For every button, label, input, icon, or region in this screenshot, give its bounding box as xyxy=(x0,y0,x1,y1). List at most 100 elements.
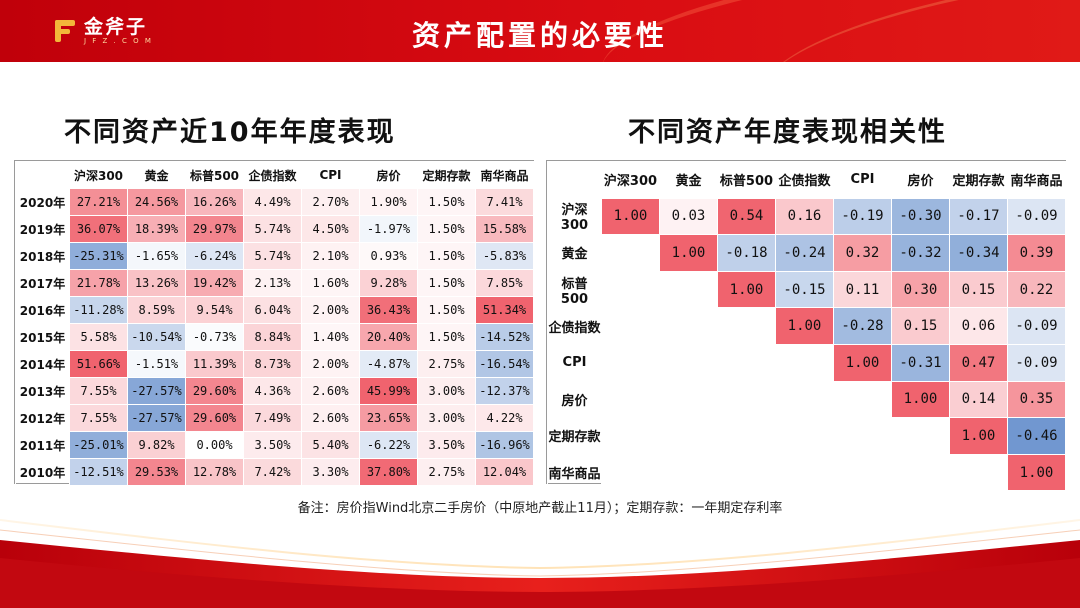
return-cell: 45.99% xyxy=(359,377,418,405)
column-header: 企债指数 xyxy=(775,161,834,199)
column-header: 房价 xyxy=(891,161,950,199)
correlation-cell xyxy=(775,343,834,382)
return-cell: 3.00% xyxy=(417,377,476,405)
correlation-cell: 0.15 xyxy=(949,270,1008,309)
row-label: 南华商品 xyxy=(547,453,602,492)
return-cell: -25.01% xyxy=(69,431,128,459)
column-header: 房价 xyxy=(359,161,418,189)
return-cell: 1.50% xyxy=(417,323,476,351)
return-cell: 1.50% xyxy=(417,296,476,324)
table-row: 2018年 -25.31% -1.65% -6.24% 5.74% 2.10% 0.93% 1… xyxy=(15,242,534,270)
table-row: 2020年 27.21% 24.56% 16.26% 4.49% 2.70% 1.90% 1.… xyxy=(15,188,534,216)
table-row: 2016年 -11.28% 8.59% 9.54% 6.04% 2.00% 36.43% 1.… xyxy=(15,296,534,324)
return-cell: 23.65% xyxy=(359,404,418,432)
correlation-cell xyxy=(949,453,1008,492)
row-year-label: 2010年 xyxy=(15,458,70,486)
annual-returns-table: 沪深300 黄金 标普500 企债指数 CPI 房价 定期存款 南华商品 2020年 27.21… xyxy=(15,161,534,486)
corner-cell xyxy=(15,161,70,189)
page-title: 资产配置的必要性 xyxy=(411,19,668,52)
column-header: 南华商品 xyxy=(475,161,534,189)
column-header: 标普500 xyxy=(717,161,776,199)
return-cell: 9.54% xyxy=(185,296,244,324)
return-cell: 7.85% xyxy=(475,269,534,297)
return-cell: 7.55% xyxy=(69,377,128,405)
row-label: 房价 xyxy=(547,380,602,419)
return-cell: 1.50% xyxy=(417,269,476,297)
column-header: 定期存款 xyxy=(417,161,476,189)
return-cell: 3.50% xyxy=(243,431,302,459)
row-year-label: 2020年 xyxy=(15,188,70,216)
return-cell: -0.73% xyxy=(185,323,244,351)
correlation-cell: 1.00 xyxy=(891,380,950,419)
correlation-cell: 1.00 xyxy=(1007,453,1066,492)
correlation-cell xyxy=(659,343,718,382)
correlation-cell: 1.00 xyxy=(775,307,834,345)
table-row: 黄金 1.00 -0.18 -0.24 0.32 -0.32 -0.34 0.39 xyxy=(547,234,1066,272)
correlation-cell xyxy=(601,307,660,345)
return-cell: 5.40% xyxy=(301,431,360,459)
table-row: 2012年 7.55% -27.57% 29.60% 7.49% 2.60% 23.65% 3… xyxy=(15,404,534,432)
correlation-cell xyxy=(601,343,660,382)
correlation-cell xyxy=(659,270,718,309)
return-cell: 6.04% xyxy=(243,296,302,324)
return-cell: 12.78% xyxy=(185,458,244,486)
correlation-cell xyxy=(601,453,660,492)
row-year-label: 2015年 xyxy=(15,323,70,351)
return-cell: -1.97% xyxy=(359,215,418,243)
column-header: 定期存款 xyxy=(949,161,1008,199)
return-cell: 51.34% xyxy=(475,296,534,324)
correlation-cell: -0.31 xyxy=(891,343,950,382)
return-cell: -4.87% xyxy=(359,350,418,378)
correlation-cell: 1.00 xyxy=(717,270,776,309)
return-cell: -27.57% xyxy=(127,377,186,405)
return-cell: 11.39% xyxy=(185,350,244,378)
correlation-cell: 0.47 xyxy=(949,343,1008,382)
header-bar: 金斧子 J F Z . C O M 资产配置的必要性 xyxy=(0,0,1080,62)
return-cell: 21.78% xyxy=(69,269,128,297)
return-cell: 9.82% xyxy=(127,431,186,459)
bottom-decoration xyxy=(0,519,1080,608)
correlation-cell: -0.17 xyxy=(949,197,1008,236)
return-cell: 1.40% xyxy=(301,323,360,351)
table-row: 2015年 5.58% -10.54% -0.73% 8.84% 1.40% 20.40% 1… xyxy=(15,323,534,351)
table-row: 定期存款 1.00 -0.46 xyxy=(547,417,1066,455)
row-label: 沪深300 xyxy=(547,197,602,236)
return-cell: 7.55% xyxy=(69,404,128,432)
correlation-cell: 0.11 xyxy=(833,270,892,309)
correlation-cell: 1.00 xyxy=(601,197,660,236)
correlation-cell xyxy=(775,380,834,419)
correlation-cell: 1.00 xyxy=(833,343,892,382)
return-cell: 27.21% xyxy=(69,188,128,216)
return-cell: -27.57% xyxy=(127,404,186,432)
correlation-cell: 0.16 xyxy=(775,197,834,236)
return-cell: 2.75% xyxy=(417,350,476,378)
correlation-cell: -0.19 xyxy=(833,197,892,236)
correlation-cell: 0.15 xyxy=(891,307,950,345)
table-row: 标普500 1.00 -0.15 0.11 0.30 0.15 0.22 xyxy=(547,270,1066,309)
correlation-cell: 0.14 xyxy=(949,380,1008,419)
return-cell: -12.51% xyxy=(69,458,128,486)
footnote: 备注：房价指Wind北京二手房价（中原地产截止11月）；定期存款：一年期定存利率 xyxy=(297,501,783,516)
row-label: CPI xyxy=(547,343,602,382)
table-row: 企债指数 1.00 -0.28 0.15 0.06 -0.09 xyxy=(547,307,1066,345)
return-cell: 5.58% xyxy=(69,323,128,351)
correlation-cell xyxy=(717,343,776,382)
correlation-cell: -0.32 xyxy=(891,234,950,272)
table-row: 2014年 51.66% -1.51% 11.39% 8.73% 2.00% -4.87% 2… xyxy=(15,350,534,378)
return-cell: 0.00% xyxy=(185,431,244,459)
correlation-cell: -0.09 xyxy=(1007,197,1066,236)
correlation-cell xyxy=(601,234,660,272)
return-cell: 29.53% xyxy=(127,458,186,486)
correlation-cell: -0.30 xyxy=(891,197,950,236)
correlation-cell xyxy=(717,307,776,345)
return-cell: 7.41% xyxy=(475,188,534,216)
correlation-cell xyxy=(601,270,660,309)
return-cell: 15.58% xyxy=(475,215,534,243)
logo-url: J F Z . C O M xyxy=(84,36,153,45)
correlation-cell xyxy=(891,453,950,492)
return-cell: 0.93% xyxy=(359,242,418,270)
right-table-title: 不同资产年度表现相关性 xyxy=(628,117,947,148)
return-cell: 51.66% xyxy=(69,350,128,378)
brand-logo[interactable]: 金斧子 J F Z . C O M xyxy=(52,14,153,48)
correlation-cell xyxy=(717,380,776,419)
